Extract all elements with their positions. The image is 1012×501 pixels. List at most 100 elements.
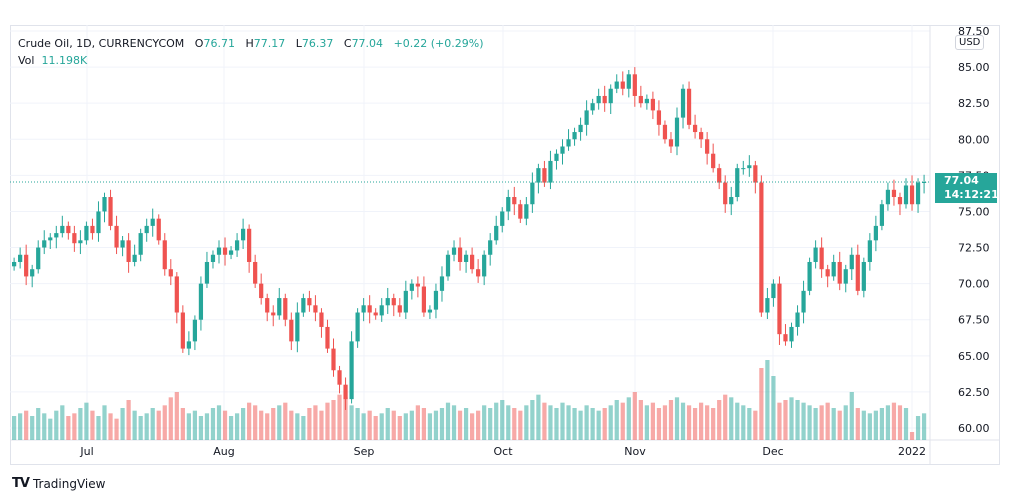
high-label: H (245, 37, 254, 50)
volume-bar (879, 408, 885, 440)
volume-bar (96, 416, 101, 440)
candle-body (349, 341, 354, 400)
volume-bar (60, 405, 65, 440)
candle-body (855, 254, 860, 291)
candle-body (554, 153, 559, 161)
candle-body (361, 305, 366, 313)
volume-bar (427, 413, 433, 440)
tradingview-logo-icon: TV (12, 476, 30, 491)
volume-bar (114, 418, 119, 440)
volume-bar (783, 400, 788, 440)
volume-bar (578, 410, 583, 440)
candle-body (24, 254, 29, 277)
legend: Crude Oil, 1D, CURRENCYCOM O76.71 H77.17… (18, 35, 484, 69)
candle-body (470, 254, 475, 270)
candle-body (885, 189, 891, 205)
candle-body (373, 312, 378, 316)
candle-body (385, 298, 390, 306)
candle-body (753, 165, 758, 183)
candle-body (415, 283, 420, 287)
candle-body (168, 269, 173, 277)
volume-bar (403, 413, 408, 440)
candle-body (198, 283, 204, 320)
volume-bar (813, 408, 818, 440)
volume-bar (855, 408, 860, 440)
candle-body (42, 240, 47, 248)
last-price: 77.04 (944, 174, 979, 187)
candle-body (801, 290, 806, 313)
volume-bar (132, 410, 137, 440)
volume-bar (421, 408, 427, 440)
tradingview-brand[interactable]: TV TradingView (12, 476, 105, 491)
volume-bar (36, 408, 41, 440)
volume-bar (283, 402, 288, 440)
volume-bar (554, 408, 559, 440)
volume-bar (801, 402, 806, 440)
close-value: 77.04 (351, 37, 384, 50)
candle-body (614, 81, 619, 89)
volume-bar (626, 397, 631, 440)
volume-bar (915, 416, 921, 440)
volume-bar (867, 413, 872, 440)
volume-bar (385, 408, 390, 440)
volume-bar (271, 408, 276, 440)
volume-bar (126, 400, 131, 440)
volume-bar (445, 402, 451, 440)
candle-body (337, 370, 342, 385)
x-tick-label: Aug (213, 445, 234, 458)
candle-body (174, 276, 179, 313)
volume-bar (921, 413, 927, 440)
currency-button[interactable]: USD (955, 35, 985, 50)
volume-bar (650, 402, 656, 440)
symbol-title[interactable]: Crude Oil, 1D, CURRENCYCOM (18, 37, 185, 50)
y-tick-label: 67.50 (958, 314, 990, 327)
volume-bar (590, 408, 595, 440)
candle-body (391, 298, 396, 306)
volume-bar (18, 413, 23, 440)
candle-body (319, 312, 324, 327)
candle-body (506, 197, 511, 212)
volume-bar (500, 400, 505, 440)
candle-body (247, 228, 252, 262)
volume-bar (596, 410, 601, 440)
volume-bar (705, 405, 710, 440)
volume-bar (735, 402, 740, 440)
candle-body (512, 197, 517, 205)
y-tick-label: 65.00 (958, 350, 990, 363)
volume-bar (753, 410, 758, 440)
candle-body (723, 182, 728, 205)
candle-body (572, 132, 577, 140)
volume-bar (662, 405, 668, 440)
candle-body (114, 225, 119, 248)
volume-bar (433, 410, 439, 440)
candle-body (608, 88, 613, 104)
volume-bar (524, 405, 529, 440)
volume-bar (843, 405, 848, 440)
candle-body (120, 240, 125, 248)
low-label: L (295, 37, 302, 50)
volume-bar (210, 408, 216, 440)
candle-body (897, 197, 903, 205)
candle-body (668, 139, 674, 147)
ohlc-row: Crude Oil, 1D, CURRENCYCOM O76.71 H77.17… (18, 35, 484, 52)
candle-body (204, 261, 210, 284)
y-tick-label: 62.50 (958, 386, 990, 399)
candle-body (494, 225, 499, 241)
y-tick-label: 85.00 (958, 61, 990, 74)
volume-bar (259, 410, 264, 440)
candle-body (584, 110, 589, 125)
volume-bar (313, 405, 318, 440)
volume-bar (156, 410, 161, 440)
volume-bar (795, 400, 800, 440)
candle-body (638, 95, 643, 104)
candle-body (108, 197, 113, 226)
candle-body (289, 319, 294, 342)
candle-body (228, 250, 234, 255)
candle-body (819, 247, 824, 270)
volume-bar (680, 402, 686, 440)
bar-countdown: 14:12:21 (944, 188, 999, 201)
candle-body (216, 247, 222, 255)
volume-bar (536, 394, 541, 440)
candle-body (84, 225, 89, 241)
